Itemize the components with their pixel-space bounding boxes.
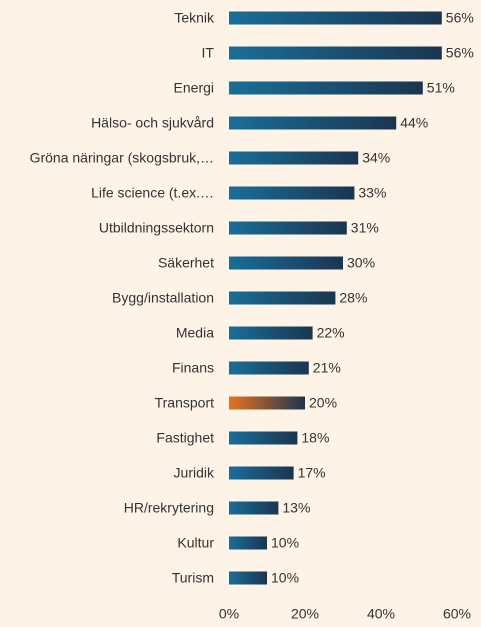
bar: [229, 291, 336, 305]
bar: [229, 81, 423, 95]
value-label: 10%: [271, 570, 299, 586]
y-tick-label: Gröna näringar (skogsbruk,…: [30, 150, 214, 166]
value-label: 18%: [301, 430, 329, 446]
value-label: 17%: [298, 465, 326, 481]
value-label: 22%: [317, 325, 345, 341]
value-label: 34%: [362, 150, 390, 166]
y-tick-label: Juridik: [174, 465, 215, 481]
value-label: 28%: [339, 290, 367, 306]
bar: [229, 116, 397, 130]
value-label: 56%: [446, 10, 474, 26]
bar: [229, 466, 294, 480]
value-label: 20%: [309, 395, 337, 411]
bar: [229, 326, 313, 340]
x-tick-label: 0%: [219, 606, 239, 622]
bar: [229, 256, 343, 270]
bar: [229, 396, 305, 410]
y-tick-label: HR/rekrytering: [124, 500, 214, 516]
bar: [229, 431, 298, 445]
y-tick-label: IT: [202, 45, 215, 61]
value-label: 31%: [351, 220, 379, 236]
y-tick-label: Teknik: [174, 10, 215, 26]
value-label: 44%: [400, 115, 428, 131]
y-tick-label: Transport: [155, 395, 215, 411]
x-tick-label: 40%: [367, 606, 395, 622]
value-label: 51%: [427, 80, 455, 96]
y-tick-label: Energi: [174, 80, 214, 96]
y-tick-label: Utbildningssektorn: [99, 220, 214, 236]
value-label: 30%: [347, 255, 375, 271]
y-tick-label: Säkerhet: [158, 255, 214, 271]
y-tick-label: Media: [176, 325, 214, 341]
bar: [229, 221, 347, 235]
bar: [229, 571, 267, 585]
y-tick-label: Bygg/installation: [112, 290, 214, 306]
y-tick-label: Fastighet: [156, 430, 214, 446]
value-label: 33%: [358, 185, 386, 201]
bar: [229, 46, 442, 60]
value-label: 10%: [271, 535, 299, 551]
bar: [229, 151, 359, 165]
bar: [229, 361, 309, 375]
value-label: 56%: [446, 45, 474, 61]
bar: [229, 536, 267, 550]
y-tick-label: Finans: [172, 360, 214, 376]
x-tick-label: 20%: [291, 606, 319, 622]
y-tick-label: Life science (t.ex.…: [91, 185, 214, 201]
bar: [229, 501, 279, 515]
x-tick-label: 60%: [443, 606, 471, 622]
y-tick-label: Turism: [172, 570, 214, 586]
value-label: 13%: [282, 500, 310, 516]
bar: [229, 186, 355, 200]
bar: [229, 11, 442, 25]
y-tick-label: Hälso- och sjukvård: [91, 115, 214, 131]
y-tick-label: Kultur: [177, 535, 214, 551]
value-label: 21%: [313, 360, 341, 376]
